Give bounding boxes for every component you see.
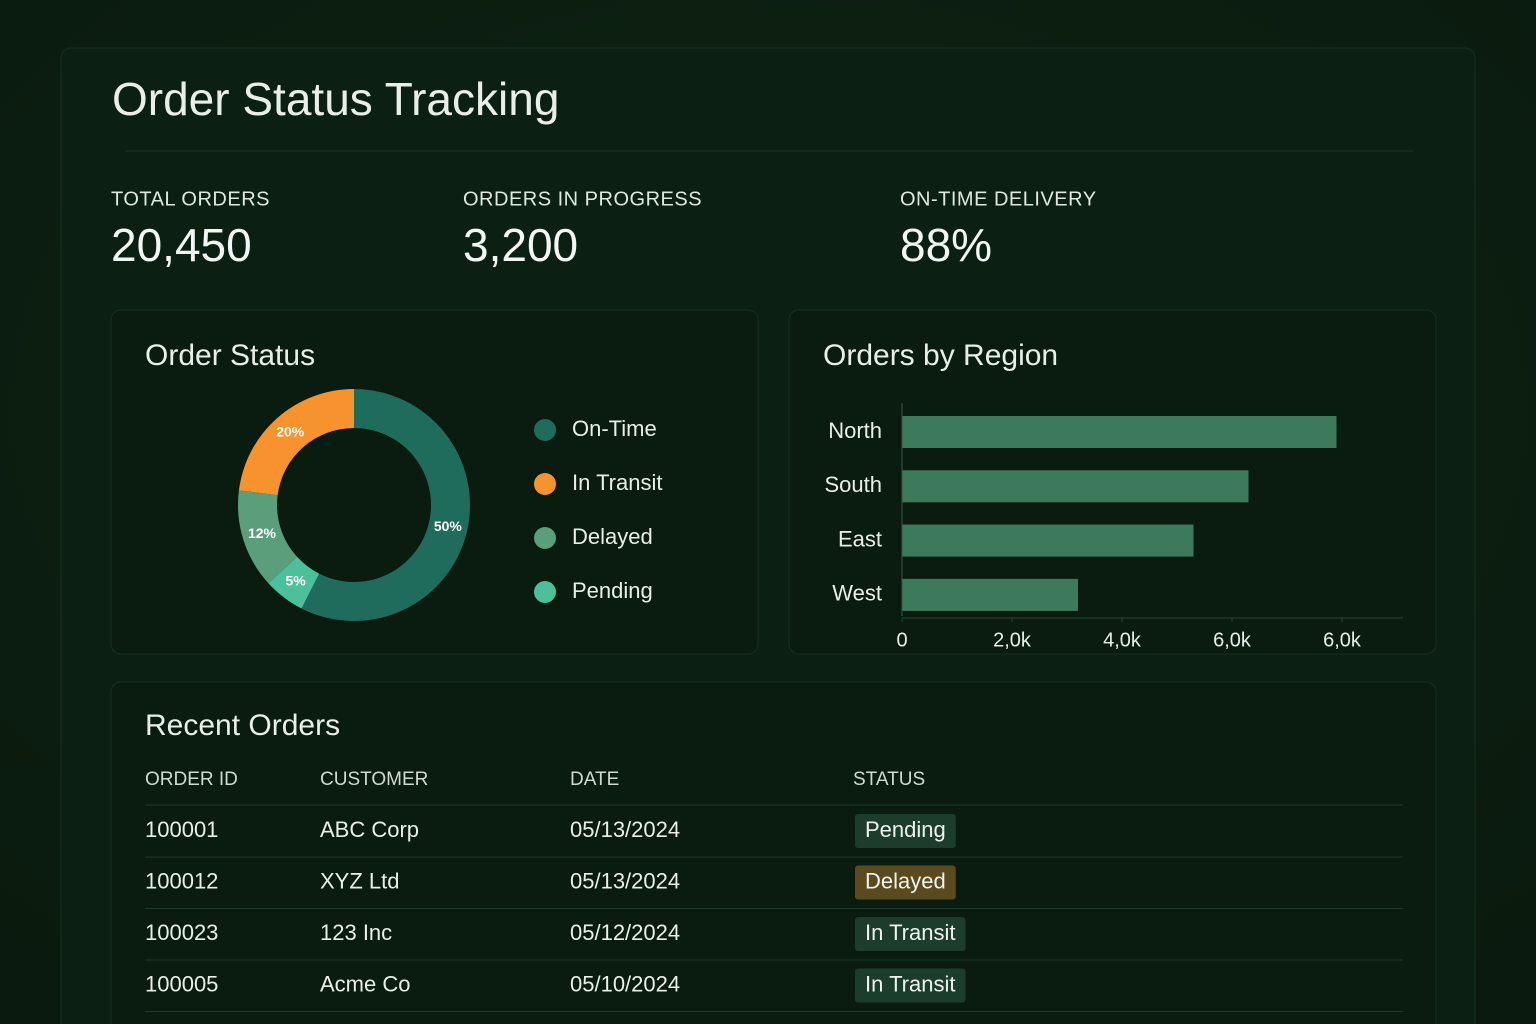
- donut-slice: [268, 556, 320, 609]
- bar: [902, 470, 1249, 503]
- x-tick-label: 2,0k: [993, 629, 1032, 651]
- column-header: STATUS: [853, 769, 925, 790]
- y-tick-label: East: [838, 526, 882, 551]
- status-text: In Transit: [865, 971, 955, 996]
- status-text: In Transit: [865, 920, 955, 945]
- legend-swatch: [534, 419, 556, 441]
- kpi-value: 3,200: [463, 219, 578, 271]
- y-tick-label: North: [828, 418, 882, 443]
- kpi-label: ORDERS IN PROGRESS: [463, 188, 702, 210]
- table-cell: 100012: [145, 868, 218, 893]
- table-cell: 100001: [145, 817, 218, 842]
- chart-title: Orders by Region: [823, 339, 1058, 372]
- donut-slice: [238, 389, 354, 496]
- donut-slice: [237, 490, 298, 584]
- legend-swatch: [534, 473, 556, 495]
- bar: [902, 578, 1078, 611]
- table-cell: 05/12/2024: [570, 920, 680, 945]
- table-cell: 05/10/2024: [570, 971, 680, 996]
- table-cell: 05/13/2024: [570, 868, 680, 893]
- table-title: Recent Orders: [145, 709, 340, 742]
- column-header: ORDER ID: [145, 769, 238, 790]
- y-tick-label: South: [825, 472, 883, 497]
- page-title: Order Status Tracking: [112, 73, 559, 125]
- column-header: CUSTOMER: [320, 769, 428, 790]
- status-badge: [855, 968, 966, 1003]
- slice-label: 12%: [248, 525, 277, 541]
- legend-label: Pending: [572, 578, 653, 603]
- status-badge: [855, 917, 966, 951]
- legend-swatch: [534, 527, 556, 549]
- table-cell: ABC Corp: [320, 817, 419, 842]
- legend-label: On-Time: [572, 416, 657, 441]
- slice-label: 50%: [434, 518, 463, 534]
- donut-slice: [301, 389, 470, 621]
- slice-label: 5%: [285, 573, 306, 589]
- table-panel: [110, 681, 1437, 1024]
- table-cell: XYZ Ltd: [320, 868, 399, 893]
- table-cell: 100005: [145, 971, 218, 996]
- slice-label: 20%: [276, 423, 305, 439]
- kpi-value: 20,450: [111, 219, 252, 271]
- status-text: Pending: [865, 817, 946, 842]
- bar: [902, 524, 1194, 557]
- chart-title: Order Status: [145, 339, 315, 372]
- legend-label: Delayed: [572, 524, 653, 549]
- table-cell: 123 Inc: [320, 920, 392, 945]
- legend-label: In Transit: [572, 470, 662, 495]
- kpi-label: TOTAL ORDERS: [111, 188, 270, 210]
- table-cell: 05/13/2024: [570, 817, 680, 842]
- status-badge: [855, 814, 956, 848]
- table-cell: Acme Co: [320, 971, 410, 996]
- kpi-value: 88%: [900, 219, 992, 271]
- status-text: Delayed: [865, 868, 946, 893]
- x-tick-label: 6,0k: [1213, 629, 1252, 651]
- bar: [902, 416, 1337, 448]
- y-tick-label: West: [832, 581, 882, 606]
- x-tick-label: 4,0k: [1103, 629, 1142, 651]
- table-cell: 100023: [145, 920, 218, 945]
- status-badge: [855, 865, 956, 900]
- column-header: DATE: [570, 769, 619, 790]
- x-tick-label: 6,0k: [1323, 629, 1362, 651]
- kpi-label: ON-TIME DELIVERY: [900, 188, 1097, 210]
- legend-swatch: [534, 581, 556, 603]
- x-tick-label: 0: [896, 629, 907, 651]
